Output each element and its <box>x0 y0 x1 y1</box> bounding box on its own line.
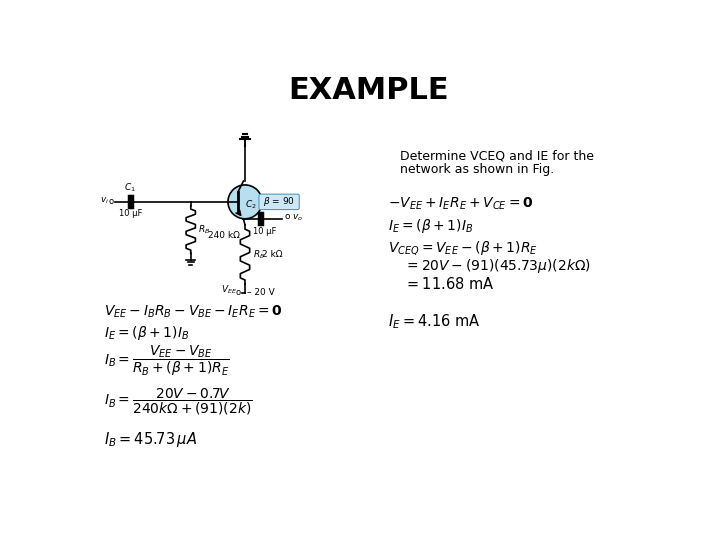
Text: $I_B=\dfrac{V_{EE}-V_{BE}}{R_B+(\beta+1)R_E}$: $I_B=\dfrac{V_{EE}-V_{BE}}{R_B+(\beta+1)… <box>104 343 230 379</box>
Text: Determine VCEQ and IE for the: Determine VCEQ and IE for the <box>400 150 594 163</box>
Text: $V_{EE}-I_B R_B-V_{BE}-I_E R_E=\mathbf{0}$: $V_{EE}-I_B R_B-V_{BE}-I_E R_E=\mathbf{0… <box>104 303 283 320</box>
Text: 2 kΩ: 2 kΩ <box>262 250 282 259</box>
Text: $R_E$: $R_E$ <box>253 248 265 261</box>
Text: 10 μF: 10 μF <box>253 226 276 235</box>
Text: o: o <box>235 288 240 297</box>
Text: $= 20V-(91)(45.73\mu)(2k\Omega)$: $= 20V-(91)(45.73\mu)(2k\Omega)$ <box>404 257 591 275</box>
Text: $V_{CEQ}=V_{EE}-(\beta+1)R_E$: $V_{CEQ}=V_{EE}-(\beta+1)R_E$ <box>388 239 539 257</box>
Text: $V_{EE}$: $V_{EE}$ <box>221 284 238 296</box>
Text: network as shown in Fig.: network as shown in Fig. <box>400 163 554 176</box>
Text: $C_2$: $C_2$ <box>246 199 257 211</box>
Text: $I_E=(\beta+1)I_B$: $I_E=(\beta+1)I_B$ <box>388 217 474 235</box>
Text: $v_i$: $v_i$ <box>99 195 109 206</box>
Text: $= 11.68\ \mathrm{mA}$: $= 11.68\ \mathrm{mA}$ <box>404 276 495 292</box>
FancyBboxPatch shape <box>259 194 300 210</box>
Text: o $v_o$: o $v_o$ <box>284 213 303 223</box>
Text: o: o <box>109 197 114 206</box>
Circle shape <box>228 185 262 219</box>
Text: $-V_{EE}+I_E R_E+V_{CE}=\mathbf{0}$: $-V_{EE}+I_E R_E+V_{CE}=\mathbf{0}$ <box>388 195 534 212</box>
Text: 240 kΩ: 240 kΩ <box>208 231 240 240</box>
Text: EXAMPLE: EXAMPLE <box>289 76 449 105</box>
Text: $I_B=45.73\,\mu A$: $I_B=45.73\,\mu A$ <box>104 430 197 449</box>
Text: $I_B=\dfrac{20V-0.7V}{240k\Omega+(91)(2k)}$: $I_B=\dfrac{20V-0.7V}{240k\Omega+(91)(2k… <box>104 387 253 417</box>
Text: – 20 V: – 20 V <box>246 288 274 297</box>
Text: $I_E=(\beta+1)I_B$: $I_E=(\beta+1)I_B$ <box>104 323 189 341</box>
Text: 10 μF: 10 μF <box>119 209 142 218</box>
Text: $C_1$: $C_1$ <box>125 181 136 194</box>
Text: $R_B$: $R_B$ <box>199 224 211 236</box>
Text: $I_E=4.16\ \mathrm{mA}$: $I_E=4.16\ \mathrm{mA}$ <box>388 313 481 332</box>
Text: $\beta$ = 90: $\beta$ = 90 <box>264 195 295 208</box>
